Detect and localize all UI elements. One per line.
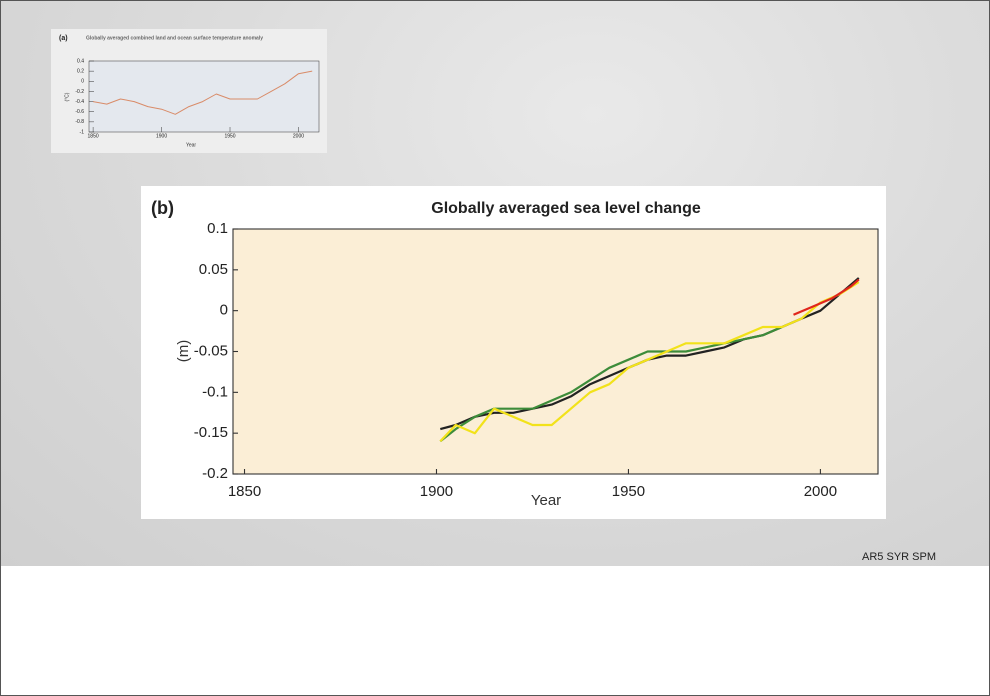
y-tick-label: -0.8 <box>75 119 84 125</box>
y-tick-label: -0.2 <box>202 465 228 482</box>
y-tick-label: -0.15 <box>194 424 228 441</box>
y-tick-label: 0.05 <box>199 261 228 278</box>
y-tick-label: -0.05 <box>194 342 228 359</box>
x-axis-label: Year <box>186 142 196 148</box>
charts: AR5 SYR SPM (a) Globally averaged combine… <box>1 1 989 695</box>
panel-label: (b) <box>151 198 174 218</box>
x-tick-label: 1850 <box>88 133 99 139</box>
x-tick-label: 1950 <box>612 483 645 500</box>
plot-area <box>89 61 319 132</box>
x-tick-label: 2000 <box>293 133 304 139</box>
plot-area <box>233 229 878 474</box>
x-tick-label: 1900 <box>420 483 453 500</box>
x-tick-label: 1950 <box>224 133 235 139</box>
y-tick-label: 0.1 <box>207 220 228 237</box>
y-tick-label: 0.4 <box>77 58 84 64</box>
x-tick-label: 2000 <box>804 483 837 500</box>
y-tick-label: -1 <box>80 129 85 135</box>
y-tick-label: 0.2 <box>77 68 84 74</box>
x-tick-label: 1850 <box>228 483 261 500</box>
y-tick-label: -0.1 <box>202 383 228 400</box>
chart-title: Globally averaged sea level change <box>431 200 701 217</box>
y-tick-label: -0.6 <box>75 109 84 115</box>
panel-label: (a) <box>59 35 68 42</box>
y-axis-label: (m) <box>175 340 192 363</box>
y-tick-label: 0 <box>220 302 228 319</box>
x-tick-label: 1900 <box>156 133 167 139</box>
y-tick-label: 0 <box>81 79 84 85</box>
chart-title: Globally averaged combined land and ocea… <box>86 35 263 41</box>
slide-page: AR5 SYR SPM (a) Globally averaged combine… <box>0 0 990 696</box>
y-tick-label: -0.2 <box>75 89 84 95</box>
y-tick-label: -0.4 <box>75 99 84 105</box>
source-note: AR5 SYR SPM <box>862 551 936 563</box>
y-axis-label: (°C) <box>64 92 70 101</box>
x-axis-label: Year <box>531 492 561 509</box>
